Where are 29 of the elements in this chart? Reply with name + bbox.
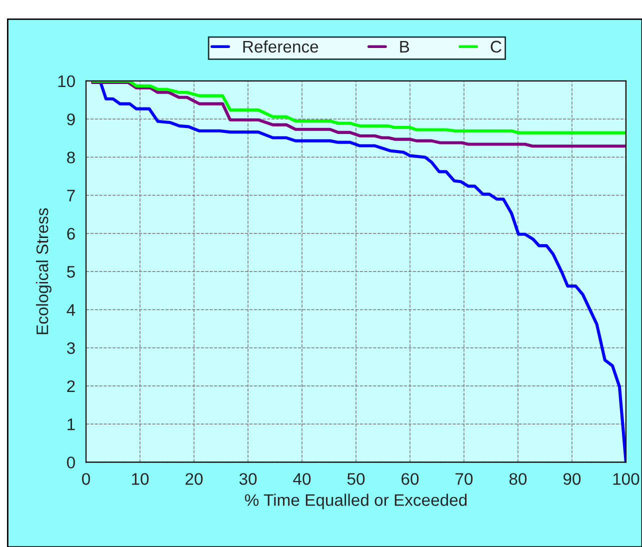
x-tick-label: 70	[456, 473, 473, 485]
y-tick-label: 3	[66, 342, 75, 354]
legend-label: Reference	[243, 40, 318, 53]
x-tick-label: 0	[82, 473, 90, 485]
x-tick-label: 40	[293, 473, 311, 485]
legend-label: B	[400, 40, 410, 52]
x-tick-label: 50	[347, 473, 365, 485]
x-tick-label: 100	[613, 473, 640, 485]
y-tick-label: 5	[67, 266, 75, 278]
x-tick-label: 10	[132, 473, 149, 485]
x-tick-label: 80	[509, 473, 527, 485]
y-tick-label: 1	[68, 418, 75, 430]
x-axis-title: % Time Equalled or Exceeded	[244, 494, 467, 510]
y-tick-label: 6	[67, 228, 75, 240]
legend-label: C	[490, 40, 502, 53]
x-tick-label: 20	[186, 473, 203, 485]
line-series	[90, 80, 626, 134]
y-tick-label: 10	[58, 75, 75, 88]
line-series	[90, 80, 626, 148]
y-tick-label: 4	[66, 304, 76, 316]
x-tick-label: 60	[402, 473, 419, 485]
y-tick-label: 9	[67, 113, 75, 126]
y-tick-label: 7	[67, 190, 75, 202]
x-tick-label: 30	[239, 473, 257, 485]
y-tick-label: 2	[67, 380, 75, 392]
y-tick-label: 8	[67, 152, 75, 164]
y-tick-label: 0	[66, 456, 75, 468]
y-axis-title: Ecological Stress	[36, 208, 52, 334]
x-tick-label: 90	[563, 473, 581, 485]
